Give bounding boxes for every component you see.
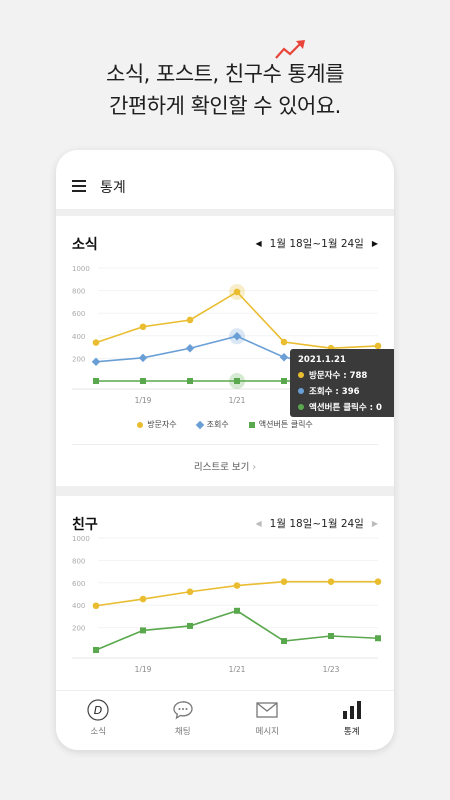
prev-week-icon[interactable]: ◀ <box>255 519 262 528</box>
x-tick-label: 1/19 <box>135 665 152 672</box>
tooltip-date: 2021.1.21 <box>298 355 346 365</box>
prev-week-icon[interactable]: ◀ <box>255 239 262 248</box>
news-stats-card: 소식 ◀ 1월 18일~1월 24일 ▶ 200 400 600 800 1000 1/1… <box>56 216 394 486</box>
data-point[interactable] <box>186 316 194 324</box>
next-week-icon[interactable]: ▶ <box>371 519 378 528</box>
friends-date-range: ◀ 1월 18일~1월 24일 ▶ <box>255 516 378 531</box>
nav-message[interactable]: 메시지 <box>225 691 310 750</box>
y-tick-label: 200 <box>72 625 85 633</box>
data-point[interactable] <box>374 342 382 350</box>
legend-clicks: 액션버튼 클릭수 <box>248 419 313 430</box>
data-point[interactable] <box>280 578 288 585</box>
data-point[interactable] <box>139 595 147 603</box>
bar-chart-icon <box>341 699 363 721</box>
friends-line-chart: 200 400 600 800 1000 1/19 1/21 1/23 <box>72 535 382 672</box>
news-date-range: ◀ 1월 18일~1월 24일 ▶ <box>255 236 378 251</box>
x-tick-label: 1/23 <box>323 665 340 672</box>
data-point[interactable] <box>186 588 194 596</box>
data-point[interactable] <box>187 378 193 384</box>
x-tick-label: 1/21 <box>229 665 246 672</box>
y-tick-label: 200 <box>72 355 85 363</box>
data-point[interactable] <box>140 627 146 634</box>
data-point[interactable] <box>139 323 147 331</box>
data-point[interactable] <box>327 578 335 585</box>
data-point[interactable] <box>279 353 289 362</box>
top-bar: 통계 <box>56 150 394 210</box>
nav-chat[interactable]: 채팅 <box>141 691 226 750</box>
y-tick-label: 400 <box>72 602 85 610</box>
headline-line2: 간편하게 확인할 수 있어요. <box>109 94 341 118</box>
news-card-title: 소식 <box>72 237 98 253</box>
data-point[interactable] <box>281 638 287 645</box>
chart-tooltip: 2021.1.21 방문자수 : 788 조회수 : 396 액션버튼 클릭수 … <box>290 349 394 417</box>
news-range-text: 1월 18일~1월 24일 <box>269 238 364 250</box>
data-point[interactable] <box>232 332 242 341</box>
data-point[interactable] <box>93 378 99 384</box>
bottom-nav: D 소식 채팅 메시지 통계 <box>56 690 394 750</box>
data-point[interactable] <box>234 378 240 384</box>
news-logo-icon: D <box>87 699 109 721</box>
data-point[interactable] <box>233 288 241 296</box>
legend-visitors: 방문자수 <box>137 419 177 430</box>
data-point[interactable] <box>138 353 148 363</box>
data-point[interactable] <box>374 578 382 585</box>
phone-frame: 통계 소식 ◀ 1월 18일~1월 24일 ▶ 200 400 600 800 1000… <box>56 150 394 750</box>
tooltip-clicks: 액션버튼 클릭수 : 0 <box>309 403 382 413</box>
news-chart-legend: 방문자수 조회수 액션버튼 클릭수 <box>56 419 394 430</box>
headline-line1: 소식, 포스트, 친구수 통계를 <box>106 62 344 86</box>
data-point[interactable] <box>185 343 195 353</box>
friends-range-text: 1월 18일~1월 24일 <box>269 518 364 530</box>
data-point[interactable] <box>281 378 287 384</box>
next-week-icon[interactable]: ▶ <box>371 239 378 248</box>
data-point[interactable] <box>92 602 100 610</box>
svg-text:D: D <box>94 704 102 717</box>
y-tick-label: 800 <box>72 557 85 565</box>
data-point[interactable] <box>187 622 193 629</box>
data-point[interactable] <box>233 582 241 589</box>
friends-stats-card: 친구 ◀ 1월 18일~1월 24일 ▶ 200 400 600 800 1000 1/1… <box>56 496 394 696</box>
y-tick-label: 400 <box>72 333 85 341</box>
headline: 소식, 포스트, 친구수 통계를 간편하게 확인할 수 있어요. <box>0 58 450 122</box>
data-point[interactable] <box>328 633 334 639</box>
series-line <box>95 609 379 651</box>
tooltip-views: 조회수 : 396 <box>309 387 360 397</box>
list-view-link[interactable]: 리스트로 보기 › <box>72 444 378 473</box>
data-point[interactable] <box>375 635 381 642</box>
envelope-icon <box>256 699 278 721</box>
data-point[interactable] <box>234 607 240 614</box>
y-tick-label: 1000 <box>72 265 90 273</box>
data-point[interactable] <box>93 647 99 653</box>
chat-bubble-icon <box>172 699 194 721</box>
nav-news[interactable]: D 소식 <box>56 691 141 750</box>
data-point[interactable] <box>92 339 100 346</box>
y-tick-label: 1000 <box>72 535 90 543</box>
y-tick-label: 600 <box>72 580 85 588</box>
trend-up-icon <box>275 40 305 59</box>
page-title: 통계 <box>100 180 126 196</box>
x-tick-label: 1/21 <box>229 396 246 405</box>
data-point[interactable] <box>280 338 288 346</box>
x-tick-label: 1/19 <box>135 396 152 405</box>
nav-stats[interactable]: 통계 <box>310 691 395 750</box>
y-tick-label: 600 <box>72 310 85 318</box>
y-tick-label: 800 <box>72 288 85 296</box>
menu-icon[interactable] <box>72 180 86 192</box>
data-point[interactable] <box>140 378 146 384</box>
tooltip-visitors: 방문자수 : 788 <box>309 371 368 381</box>
friends-card-title: 친구 <box>72 517 98 533</box>
legend-views: 조회수 <box>195 419 229 430</box>
